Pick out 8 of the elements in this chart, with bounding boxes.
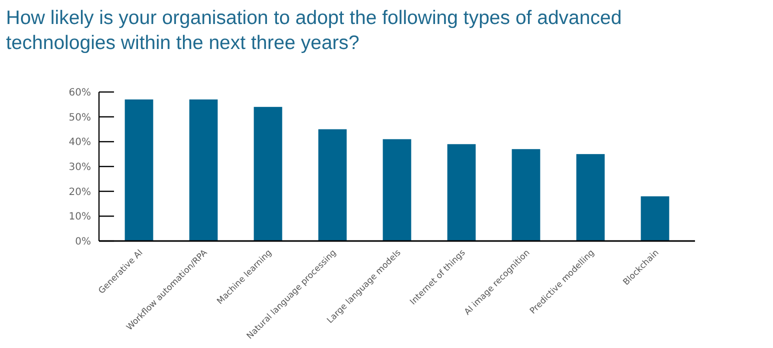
y-tick-label: 20% bbox=[68, 186, 91, 198]
y-tick-label: 40% bbox=[68, 137, 91, 148]
y-tick-label: 30% bbox=[68, 162, 91, 173]
y-tick-label: 60% bbox=[68, 88, 91, 98]
y-tick-label: 0% bbox=[75, 236, 91, 248]
y-tick-label: 50% bbox=[68, 112, 91, 124]
y-tick-label: 10% bbox=[68, 212, 91, 223]
chart-title: How likely is your organisation to adopt the following types of advanced technologies within the next three years? bbox=[6, 7, 622, 54]
